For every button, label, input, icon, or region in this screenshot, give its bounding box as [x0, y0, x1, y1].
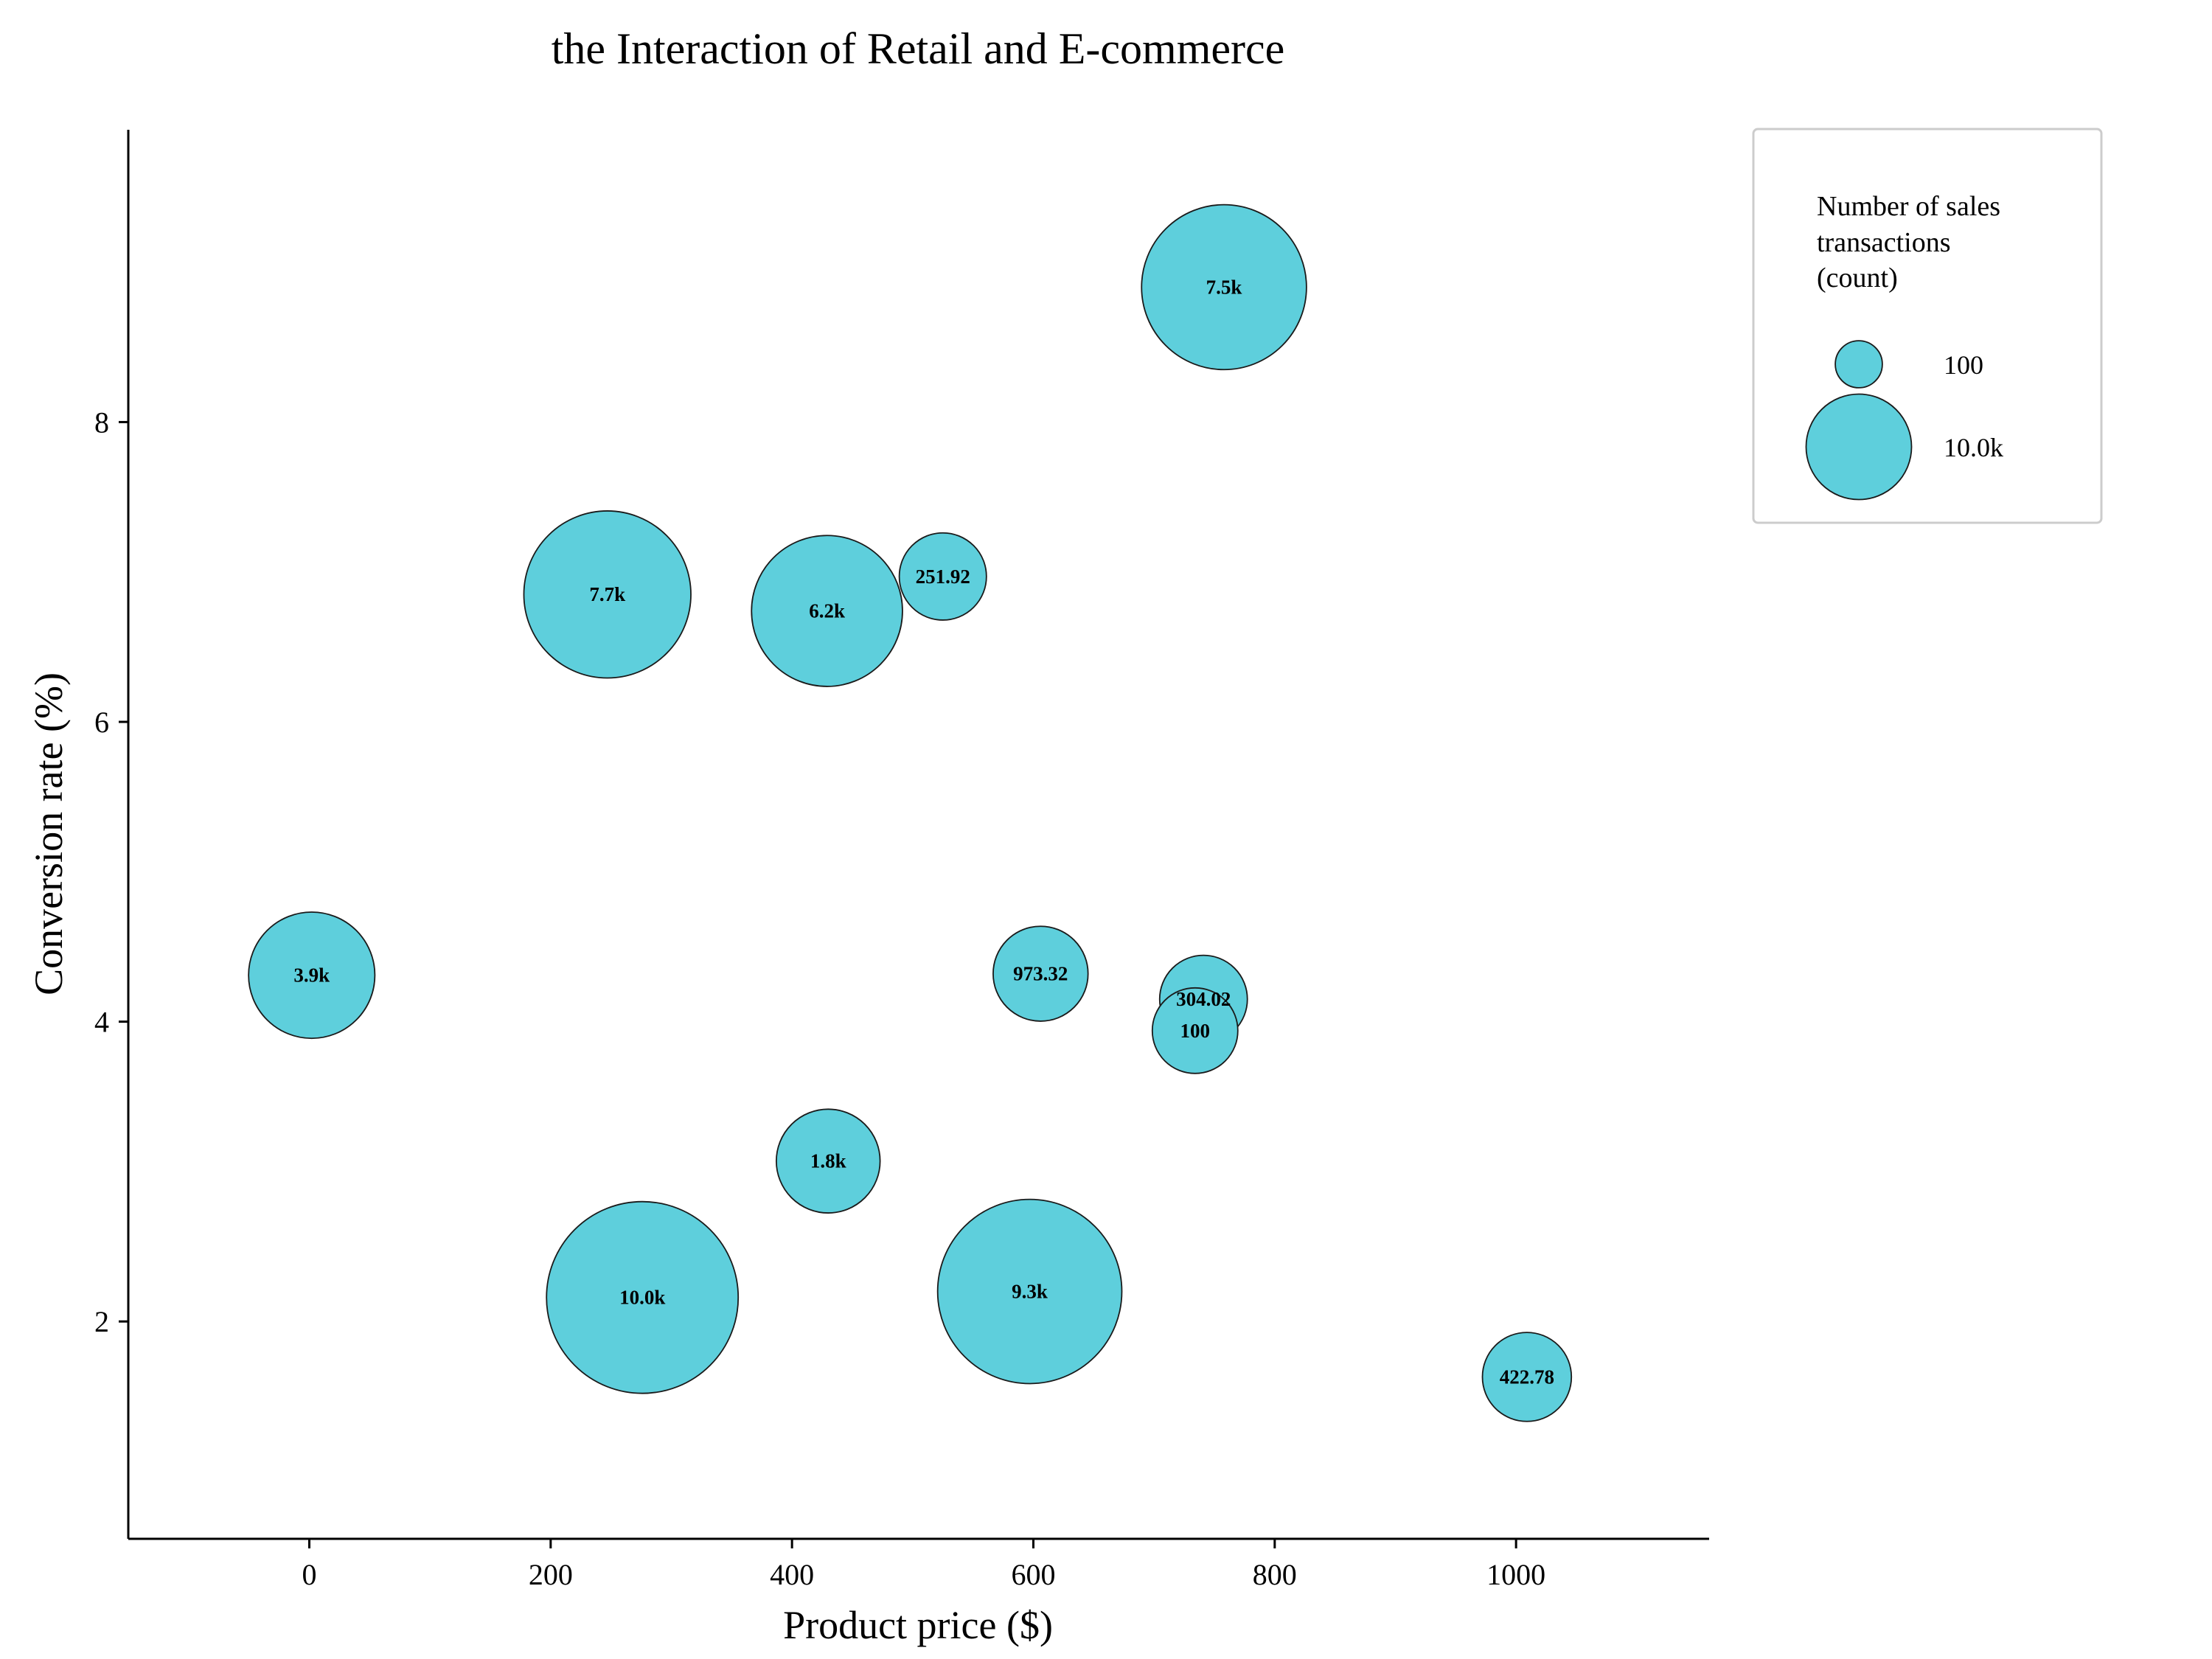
- x-tick-label: 0: [302, 1558, 316, 1591]
- y-tick-label: 8: [94, 406, 109, 439]
- legend-entries: 100 10.0k: [1805, 340, 2003, 501]
- x-ticks: 0 200 400 600 800 1000: [302, 1539, 1545, 1591]
- chart-title: the Interaction of Retail and E-commerce: [552, 24, 1285, 73]
- legend-title-line-3: (count): [1817, 262, 1898, 293]
- legend: Number of sales transactions (count) 100…: [1752, 128, 2103, 524]
- bubble: [1141, 204, 1307, 371]
- bubble: [546, 1200, 740, 1394]
- y-tick-label: 2: [94, 1305, 109, 1338]
- bubble-label: 9.3k: [1012, 1281, 1048, 1303]
- legend-bubble: [1805, 393, 1913, 501]
- x-tick-label: 1000: [1486, 1558, 1545, 1591]
- bubble: [992, 925, 1089, 1022]
- bubble-label: 3.9k: [293, 964, 330, 987]
- legend-entry-label: 10.0k: [1944, 433, 2003, 462]
- x-axis-label: Product price ($): [783, 1603, 1053, 1647]
- bubble: [1151, 987, 1239, 1074]
- x-tick-label: 200: [529, 1558, 573, 1591]
- legend-bubble: [1834, 340, 1883, 389]
- bubble-label: 10.0k: [619, 1287, 665, 1309]
- y-ticks: 2 4 6 8: [94, 406, 128, 1338]
- bubble: [523, 510, 692, 679]
- bubble: [1481, 1332, 1573, 1422]
- x-tick-label: 600: [1011, 1558, 1055, 1591]
- bubble: [248, 911, 376, 1040]
- y-tick-label: 6: [94, 706, 109, 739]
- legend-title-line-1: Number of sales: [1817, 191, 2000, 222]
- x-tick-label: 400: [770, 1558, 814, 1591]
- bubble-label: 1.8k: [810, 1150, 846, 1172]
- bubble: [898, 532, 987, 621]
- legend-entry-label: 100: [1944, 350, 1983, 380]
- bubble-label: 251.92: [916, 566, 970, 588]
- legend-title-line-2: transactions: [1817, 227, 1951, 258]
- bubbles: 7.5k 7.7k 6.2k 251.92 3.9k 973.32 304.02 100 1.8…: [248, 204, 1573, 1422]
- bubble-label: 304.02: [1176, 988, 1231, 1010]
- x-tick-label: 800: [1253, 1558, 1297, 1591]
- plot-area: 0 200 400 600 800 1000 2 4 6 8 7.5k 7.7k 6.2k 251.9…: [94, 130, 1709, 1591]
- bubble-label: 7.7k: [589, 583, 625, 605]
- legend-frame: [1752, 128, 2103, 524]
- bubble: [751, 535, 903, 687]
- bubble-label: 422.78: [1500, 1366, 1554, 1388]
- bubble-label: 100: [1180, 1020, 1211, 1042]
- bubble-label: 6.2k: [809, 600, 845, 622]
- bubble: [775, 1108, 881, 1214]
- y-axis-label: Conversion rate (%): [27, 672, 71, 995]
- bubble: [936, 1198, 1123, 1385]
- y-tick-label: 4: [94, 1006, 109, 1039]
- bubble-label: 7.5k: [1206, 276, 1242, 298]
- bubble-label: 973.32: [1013, 963, 1068, 985]
